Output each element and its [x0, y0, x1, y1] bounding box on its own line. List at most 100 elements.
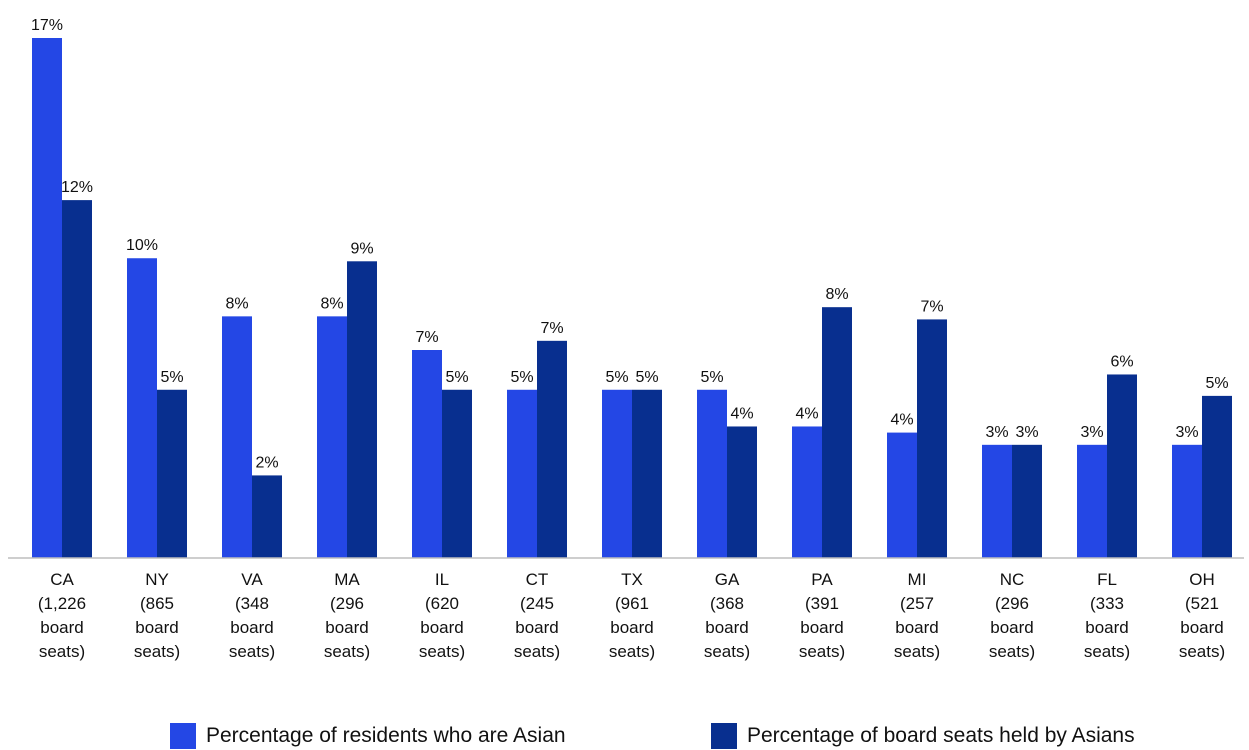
category-sublabel: board — [515, 618, 559, 637]
category-name: NY — [145, 570, 169, 589]
bar-ma-series-1 — [317, 316, 347, 558]
data-label-nc-series-1: 3% — [985, 424, 1008, 441]
data-label-va-series-1: 8% — [225, 295, 248, 312]
category-sublabel: seats) — [38, 642, 86, 661]
category-sublabel: seats) — [893, 642, 941, 661]
category-sublabel: seats) — [323, 642, 371, 661]
category-sublabel: (620 — [424, 594, 460, 613]
bar-ga-series-2 — [727, 426, 757, 558]
data-label-ny-series-1: 10% — [126, 237, 158, 254]
data-label-va-series-2: 2% — [255, 454, 278, 471]
category-label-ct: CT (245 board seats) — [492, 568, 582, 664]
bar-tx-series-1 — [602, 389, 632, 558]
data-label-oh-series-1: 3% — [1175, 424, 1198, 441]
category-sublabel: board — [990, 618, 1034, 637]
category-sublabel: seats) — [513, 642, 561, 661]
category-sublabel: board — [800, 618, 844, 637]
data-label-ma-series-1: 8% — [320, 295, 343, 312]
category-sublabel: board — [610, 618, 654, 637]
data-label-mi-series-1: 4% — [890, 412, 913, 429]
data-label-il-series-2: 5% — [445, 369, 468, 386]
data-label-fl-series-1: 3% — [1080, 424, 1103, 441]
bar-ga-series-1 — [697, 389, 727, 558]
category-label-pa: PA (391 board seats) — [777, 568, 867, 664]
category-sublabel: seats) — [418, 642, 466, 661]
data-label-ga-series-2: 4% — [730, 405, 753, 422]
data-labels-layer: 17% 12% 10% 5% 8% 2% 8% 9% 7% 5% 5% 7% 5% 5% 5% 4% 4% 8% 4… — [31, 17, 1229, 471]
category-sublabel: board — [420, 618, 464, 637]
data-label-ca-series-2: 12% — [61, 179, 93, 196]
legend-label-residents: Percentage of residents who are Asian — [206, 724, 566, 747]
bar-il-series-2 — [442, 389, 472, 558]
data-label-pa-series-2: 8% — [825, 286, 848, 303]
data-label-ct-series-2: 7% — [540, 320, 563, 337]
bar-fl-series-1 — [1077, 444, 1107, 558]
category-label-fl: FL (333 board seats) — [1062, 568, 1152, 664]
bar-va-series-1 — [222, 316, 252, 558]
category-sublabel: (348 — [234, 594, 270, 613]
category-sublabel: (391 — [804, 594, 840, 613]
bar-nc-series-2 — [1012, 444, 1042, 558]
category-label-tx: TX (961 board seats) — [587, 568, 677, 664]
category-name: MA — [334, 570, 360, 589]
category-sublabel: seats) — [988, 642, 1036, 661]
bar-il-series-1 — [412, 350, 442, 558]
category-name: GA — [714, 570, 740, 589]
category-label-ma: MA (296 board seats) — [302, 568, 392, 664]
bar-mi-series-2 — [917, 319, 947, 558]
category-sublabel: (368 — [709, 594, 745, 613]
category-sublabel: seats) — [228, 642, 276, 661]
category-sublabel: seats) — [1083, 642, 1131, 661]
data-label-tx-series-2: 5% — [635, 369, 658, 386]
category-name: VA — [241, 570, 263, 589]
bar-oh-series-2 — [1202, 395, 1232, 558]
category-name: TX — [621, 570, 643, 589]
bar-pa-series-1 — [792, 426, 822, 558]
bar-ny-series-1 — [127, 258, 157, 558]
category-sublabel: board — [1085, 618, 1129, 637]
category-sublabel: (296 — [329, 594, 365, 613]
bar-pa-series-2 — [822, 307, 852, 558]
data-label-il-series-1: 7% — [415, 329, 438, 346]
category-sublabel: board — [135, 618, 179, 637]
legend-swatch-board-seats — [711, 723, 737, 749]
category-sublabel: (257 — [899, 594, 935, 613]
category-label-ca: CA (1,226 board seats) — [17, 568, 107, 664]
data-label-ca-series-1: 17% — [31, 17, 63, 34]
category-sublabel: board — [40, 618, 84, 637]
category-sublabel: board — [325, 618, 369, 637]
category-label-va: VA (348 board seats) — [207, 568, 297, 664]
category-label-il: IL (620 board seats) — [397, 568, 487, 664]
bar-ca-series-2 — [62, 200, 92, 558]
bars-layer — [32, 38, 1232, 558]
legend-item-residents: Percentage of residents who are Asian — [170, 723, 566, 749]
bar-mi-series-1 — [887, 432, 917, 558]
category-label-ga: GA (368 board seats) — [682, 568, 772, 664]
category-sublabel: (961 — [614, 594, 650, 613]
bar-oh-series-1 — [1172, 444, 1202, 558]
category-sublabel: board — [1180, 618, 1224, 637]
category-label-oh: OH (521 board seats) — [1157, 568, 1247, 664]
category-sublabel: seats) — [1178, 642, 1226, 661]
data-label-oh-series-2: 5% — [1205, 375, 1228, 392]
legend-label-board-seats: Percentage of board seats held by Asians — [747, 724, 1135, 747]
data-label-fl-series-2: 6% — [1110, 353, 1133, 370]
category-name: CT — [525, 570, 549, 589]
legend: Percentage of residents who are Asian Pe… — [0, 723, 1249, 750]
category-sublabel: (521 — [1184, 594, 1220, 613]
bar-ma-series-2 — [347, 261, 377, 558]
data-label-ct-series-1: 5% — [510, 369, 533, 386]
legend-swatch-residents — [170, 723, 196, 749]
category-sublabel: seats) — [608, 642, 656, 661]
category-sublabel: seats) — [798, 642, 846, 661]
bar-ny-series-2 — [157, 389, 187, 558]
bar-va-series-2 — [252, 475, 282, 558]
bar-fl-series-2 — [1107, 374, 1137, 558]
data-label-ny-series-2: 5% — [160, 369, 183, 386]
bar-ct-series-1 — [507, 389, 537, 558]
category-label-nc: NC (296 board seats) — [967, 568, 1057, 664]
data-label-tx-series-1: 5% — [605, 369, 628, 386]
category-sublabel: board — [895, 618, 939, 637]
category-name: PA — [811, 570, 833, 589]
category-name: OH — [1189, 570, 1215, 589]
